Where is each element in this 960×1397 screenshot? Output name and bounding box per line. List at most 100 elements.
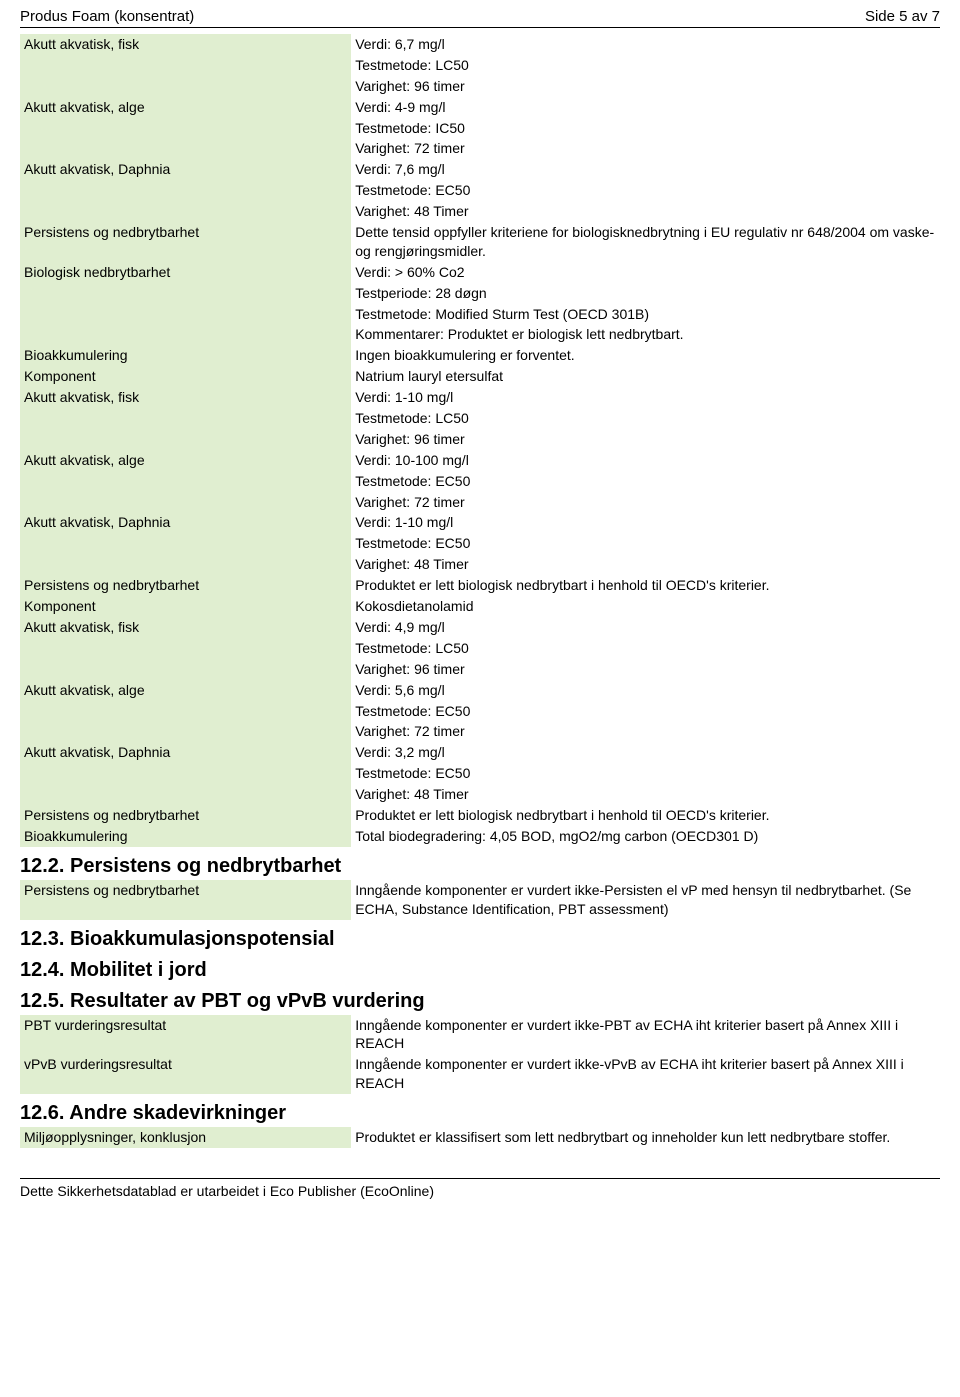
row-value: Varighet: 72 timer xyxy=(351,721,940,742)
row-label: Miljøopplysninger, konklusjon xyxy=(20,1127,351,1148)
table-row: Varighet: 48 Timer xyxy=(20,784,940,805)
row-label: Biologisk nedbrytbarhet xyxy=(20,262,351,283)
footer-text: Dette Sikkerhetsdatablad er utarbeidet i… xyxy=(20,1183,434,1199)
table-row: Akutt akvatisk, fiskVerdi: 1-10 mg/l xyxy=(20,387,940,408)
row-value: Testmetode: EC50 xyxy=(351,701,940,722)
row-value: Verdi: 3,2 mg/l xyxy=(351,742,940,763)
table-row: Persistens og nedbrytbarhetDette tensid … xyxy=(20,222,940,262)
row-label: PBT vurderingsresultat xyxy=(20,1015,351,1055)
row-label xyxy=(20,283,351,304)
row-value: Produktet er klassifisert som lett nedbr… xyxy=(351,1127,940,1148)
row-label: Akutt akvatisk, alge xyxy=(20,450,351,471)
row-value: Kokosdietanolamid xyxy=(351,596,940,617)
row-value: Testmetode: EC50 xyxy=(351,763,940,784)
row-value: Verdi: 4,9 mg/l xyxy=(351,617,940,638)
row-value: Verdi: 10-100 mg/l xyxy=(351,450,940,471)
row-value: Varighet: 48 Timer xyxy=(351,201,940,222)
row-value: Testmetode: LC50 xyxy=(351,55,940,76)
table-row: Persistens og nedbrytbarhetInngående kom… xyxy=(20,880,940,920)
row-value: Testmetode: IC50 xyxy=(351,118,940,139)
row-value: Natrium lauryl etersulfat xyxy=(351,366,940,387)
row-label xyxy=(20,763,351,784)
row-value: Produktet er lett biologisk nedbrytbart … xyxy=(351,575,940,596)
table-row: vPvB vurderingsresultatInngående kompone… xyxy=(20,1054,940,1094)
table-row: Varighet: 48 Timer xyxy=(20,554,940,575)
row-label: Akutt akvatisk, Daphnia xyxy=(20,512,351,533)
row-value: Varighet: 96 timer xyxy=(351,429,940,450)
row-label xyxy=(20,701,351,722)
table-row: Testmetode: LC50 xyxy=(20,638,940,659)
table-row: Varighet: 96 timer xyxy=(20,429,940,450)
row-label: Akutt akvatisk, fisk xyxy=(20,34,351,55)
footer: Dette Sikkerhetsdatablad er utarbeidet i… xyxy=(20,1178,940,1199)
row-label: Komponent xyxy=(20,596,351,617)
table-row: Varighet: 72 timer xyxy=(20,721,940,742)
row-label: Komponent xyxy=(20,366,351,387)
heading-12-3: 12.3. Bioakkumulasjonspotensial xyxy=(20,928,940,951)
row-label: Akutt akvatisk, fisk xyxy=(20,387,351,408)
row-value: Testmetode: EC50 xyxy=(351,180,940,201)
heading-12-5: 12.5. Resultater av PBT og vPvB vurderin… xyxy=(20,990,940,1013)
row-value: Varighet: 48 Timer xyxy=(351,784,940,805)
table-row: Akutt akvatisk, DaphniaVerdi: 3,2 mg/l xyxy=(20,742,940,763)
row-value: Total biodegradering: 4,05 BOD, mgO2/mg … xyxy=(351,826,940,847)
row-value: Verdi: > 60% Co2 xyxy=(351,262,940,283)
doc-title: Produs Foam (konsentrat) xyxy=(20,8,194,25)
row-value: Verdi: 1-10 mg/l xyxy=(351,387,940,408)
table-row: Persistens og nedbrytbarhetProduktet er … xyxy=(20,575,940,596)
row-value: Varighet: 72 timer xyxy=(351,492,940,513)
row-label: Persistens og nedbrytbarhet xyxy=(20,222,351,262)
table-row: Varighet: 72 timer xyxy=(20,138,940,159)
data-table-3: PBT vurderingsresultatInngående komponen… xyxy=(20,1015,940,1095)
page-header: Produs Foam (konsentrat) Side 5 av 7 xyxy=(20,8,940,28)
table-row: KomponentNatrium lauryl etersulfat xyxy=(20,366,940,387)
row-label xyxy=(20,784,351,805)
row-value: Dette tensid oppfyller kriteriene for bi… xyxy=(351,222,940,262)
row-value: Kommentarer: Produktet er biologisk lett… xyxy=(351,324,940,345)
row-value: Verdi: 1-10 mg/l xyxy=(351,512,940,533)
row-label xyxy=(20,638,351,659)
row-value: Testmetode: Modified Sturm Test (OECD 30… xyxy=(351,304,940,325)
table-row: Testmetode: EC50 xyxy=(20,471,940,492)
row-label: Akutt akvatisk, Daphnia xyxy=(20,742,351,763)
table-row: Varighet: 96 timer xyxy=(20,76,940,97)
row-label: Akutt akvatisk, alge xyxy=(20,97,351,118)
table-row: KomponentKokosdietanolamid xyxy=(20,596,940,617)
row-label xyxy=(20,118,351,139)
table-row: Testmetode: EC50 xyxy=(20,763,940,784)
table-row: Akutt akvatisk, algeVerdi: 5,6 mg/l xyxy=(20,680,940,701)
table-row: Biologisk nedbrytbarhetVerdi: > 60% Co2 xyxy=(20,262,940,283)
row-value: Ingen bioakkumulering er forventet. xyxy=(351,345,940,366)
row-label xyxy=(20,721,351,742)
heading-12-2: 12.2. Persistens og nedbrytbarhet xyxy=(20,855,940,878)
row-label xyxy=(20,659,351,680)
table-row: Akutt akvatisk, fiskVerdi: 6,7 mg/l xyxy=(20,34,940,55)
row-value: Inngående komponenter er vurdert ikke-vP… xyxy=(351,1054,940,1094)
row-label xyxy=(20,304,351,325)
row-label xyxy=(20,55,351,76)
row-value: Verdi: 6,7 mg/l xyxy=(351,34,940,55)
table-row: BioakkumuleringIngen bioakkumulering er … xyxy=(20,345,940,366)
table-row: Miljøopplysninger, konklusjonProduktet e… xyxy=(20,1127,940,1148)
row-value: Testmetode: EC50 xyxy=(351,533,940,554)
row-value: Testmetode: LC50 xyxy=(351,408,940,429)
row-label: vPvB vurderingsresultat xyxy=(20,1054,351,1094)
data-table-4: Miljøopplysninger, konklusjonProduktet e… xyxy=(20,1127,940,1148)
table-row: Kommentarer: Produktet er biologisk lett… xyxy=(20,324,940,345)
table-row: Akutt akvatisk, algeVerdi: 10-100 mg/l xyxy=(20,450,940,471)
table-row: Akutt akvatisk, DaphniaVerdi: 1-10 mg/l xyxy=(20,512,940,533)
table-row: Persistens og nedbrytbarhetProduktet er … xyxy=(20,805,940,826)
row-label xyxy=(20,408,351,429)
data-table-1: Akutt akvatisk, fiskVerdi: 6,7 mg/lTestm… xyxy=(20,34,940,847)
row-value: Verdi: 4-9 mg/l xyxy=(351,97,940,118)
row-label xyxy=(20,201,351,222)
row-label: Akutt akvatisk, fisk xyxy=(20,617,351,638)
heading-12-4: 12.4. Mobilitet i jord xyxy=(20,959,940,982)
row-label: Persistens og nedbrytbarhet xyxy=(20,880,351,920)
table-row: Testmetode: IC50 xyxy=(20,118,940,139)
table-row: PBT vurderingsresultatInngående komponen… xyxy=(20,1015,940,1055)
row-label: Akutt akvatisk, alge xyxy=(20,680,351,701)
row-value: Testmetode: EC50 xyxy=(351,471,940,492)
page-number: Side 5 av 7 xyxy=(865,8,940,25)
row-value: Testperiode: 28 døgn xyxy=(351,283,940,304)
